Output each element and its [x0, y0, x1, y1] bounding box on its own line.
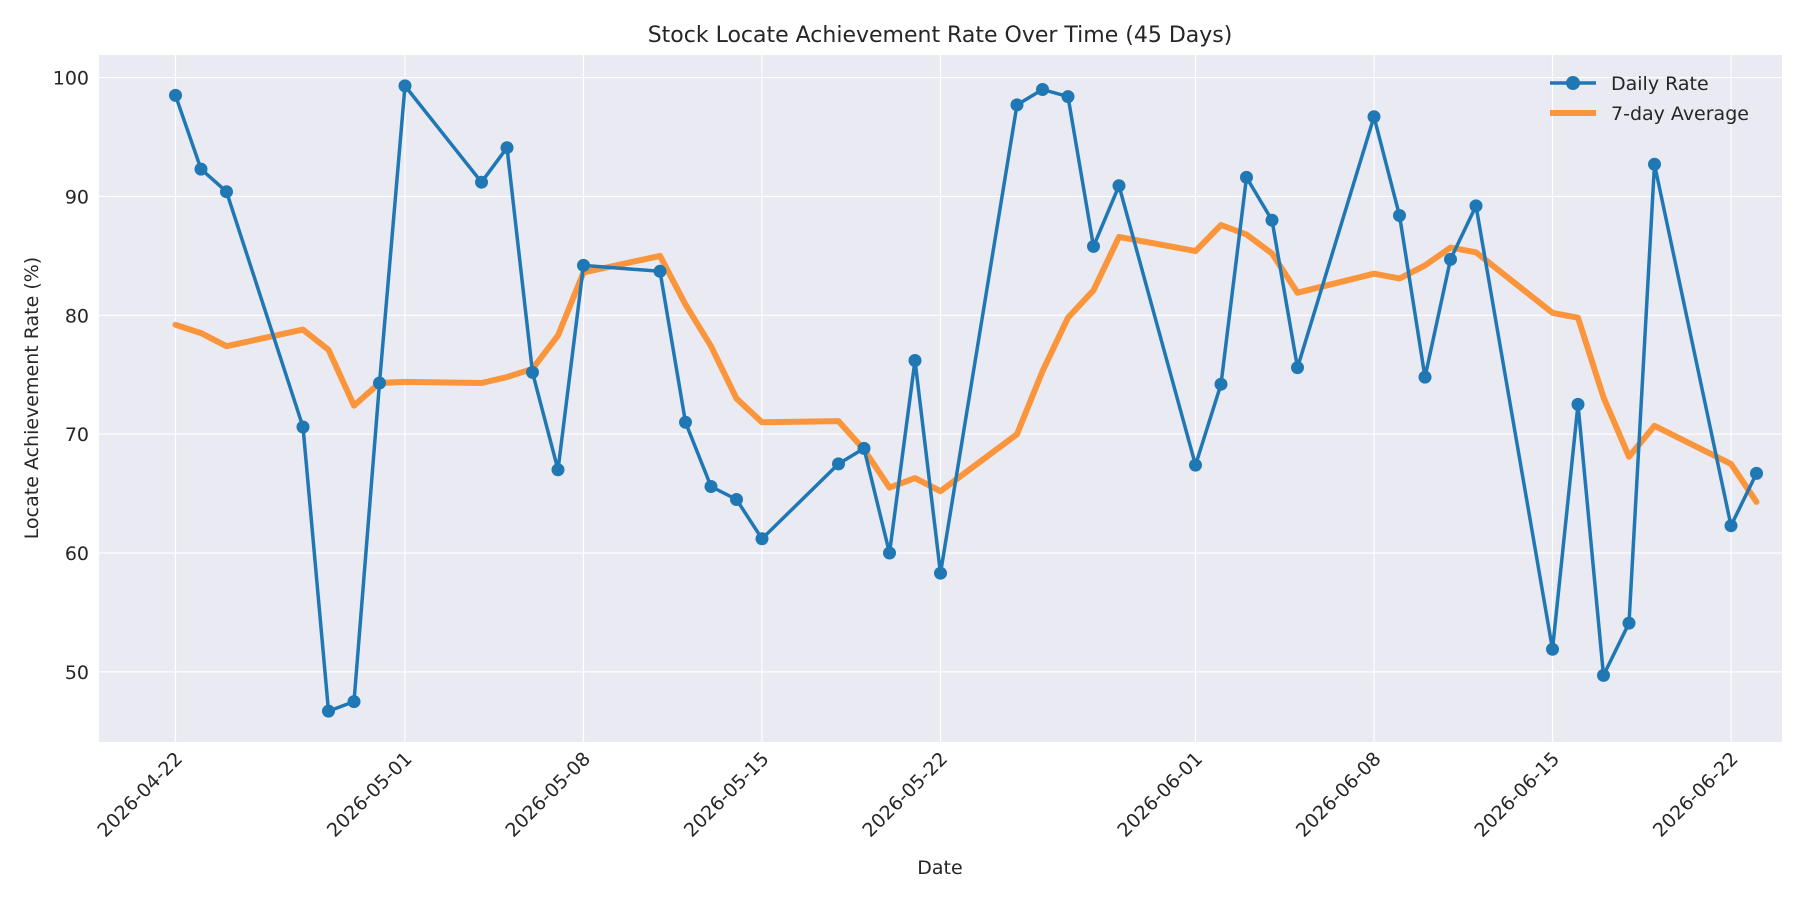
x-tick-label: 2026-06-01: [1113, 748, 1207, 842]
daily-rate-point: [551, 463, 565, 477]
daily-rate-point: [883, 546, 896, 560]
legend: Daily Rate 7-day Average: [1550, 73, 1749, 125]
daily-rate-point: [1265, 213, 1279, 227]
y-tick-label: 70: [65, 424, 89, 446]
daily-rate-point: [1240, 170, 1253, 184]
daily-rate-point: [832, 457, 845, 471]
daily-rate-point: [1750, 466, 1763, 480]
daily-rate-point: [1597, 668, 1610, 682]
x-tick-label: 2026-06-08: [1292, 748, 1386, 842]
x-tick-label: 2026-05-15: [680, 748, 774, 842]
daily-rate-point: [934, 566, 947, 580]
x-tick-label: 2026-05-22: [858, 748, 952, 842]
daily-rate-point: [347, 695, 361, 709]
daily-rate-point: [1571, 397, 1585, 411]
daily-rate-point: [1087, 239, 1100, 253]
daily-rate-point: [1291, 361, 1304, 375]
y-tick-label: 80: [65, 305, 89, 327]
daily-rate-point: [526, 365, 539, 379]
y-axis-label: Locate Achievement Rate (%): [21, 257, 43, 539]
daily-rate-point: [1036, 83, 1049, 96]
daily-rate-point: [475, 175, 488, 189]
daily-rate-point: [1546, 642, 1559, 656]
legend-average-label: 7-day Average: [1611, 103, 1749, 125]
daily-rate-point: [322, 704, 335, 718]
daily-rate-point: [1112, 179, 1126, 193]
daily-rate-point: [194, 162, 208, 176]
daily-rate-point: [500, 141, 514, 155]
x-tick-label: 2026-06-15: [1470, 748, 1564, 842]
daily-rate-point: [1418, 370, 1432, 384]
daily-rate-point: [653, 264, 667, 278]
series-layer: [169, 79, 1763, 718]
daily-rate-point: [1444, 252, 1457, 266]
daily-rate-point: [1010, 98, 1024, 112]
daily-rate-point: [1061, 90, 1075, 104]
x-tick-label: 2026-06-22: [1649, 748, 1743, 842]
daily-rate-point: [1189, 458, 1202, 472]
daily-rate-point: [220, 185, 233, 199]
daily-rate-point: [577, 258, 590, 272]
x-axis-label: Date: [917, 857, 962, 879]
daily-rate-point: [908, 354, 922, 367]
daily-rate-point: [1367, 110, 1381, 124]
grid: [99, 55, 1782, 742]
daily-rate-point: [1393, 209, 1406, 222]
daily-rate-point: [704, 480, 718, 493]
daily-rate-point: [296, 420, 310, 434]
legend-daily-rate-label: Daily Rate: [1611, 73, 1709, 95]
daily-rate-point: [1214, 377, 1228, 391]
chart-title: Stock Locate Achievement Rate Over Time …: [648, 23, 1233, 48]
y-tick-label: 60: [65, 543, 89, 565]
y-axis-ticks: 50 60 70 80 90 100: [53, 68, 89, 684]
y-tick-label: 100: [53, 68, 89, 90]
y-tick-label: 50: [65, 662, 89, 684]
x-tick-label: 2026-05-08: [501, 748, 595, 842]
y-tick-label: 90: [65, 186, 89, 208]
daily-rate-point: [398, 79, 412, 93]
daily-rate-point: [169, 88, 182, 102]
daily-rate-point: [1469, 199, 1483, 213]
legend-daily-rate-marker: [1566, 76, 1580, 90]
daily-rate-point: [755, 532, 769, 546]
daily-rate-point: [857, 441, 871, 455]
series-line-7-day-average: [172, 222, 1760, 505]
daily-rate-point: [1648, 157, 1661, 171]
daily-rate-point: [373, 376, 386, 390]
daily-rate-point: [1724, 519, 1738, 533]
daily-rate-point: [730, 493, 743, 506]
x-tick-label: 2026-04-22: [93, 748, 187, 842]
daily-rate-point: [679, 415, 692, 429]
x-axis-ticks: 2026-04-22 2026-05-01 2026-05-08 2026-05-15…: [93, 748, 1742, 842]
daily-rate-point: [1622, 616, 1636, 630]
x-tick-label: 2026-05-01: [323, 748, 417, 842]
